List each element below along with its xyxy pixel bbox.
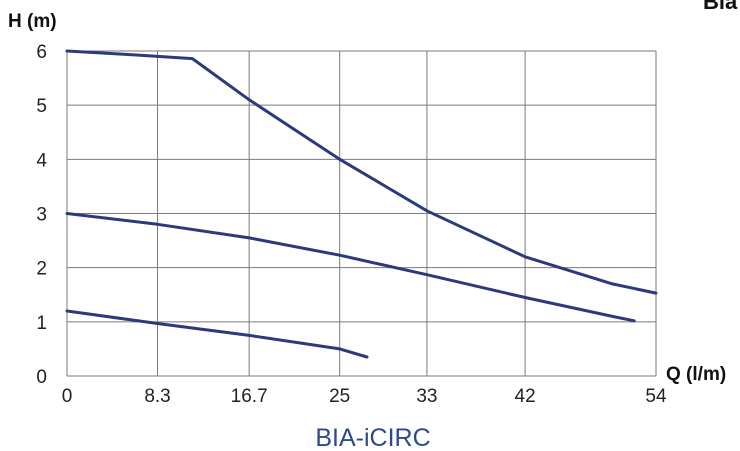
y-tick-label: 1: [36, 313, 47, 334]
x-tick-labels: 0 8.3 16.7 25 33 42 54: [62, 386, 667, 407]
x-tick-label: 33: [416, 386, 437, 407]
chart-caption: BIA-iCIRC: [315, 424, 430, 451]
y-tick-label: 4: [36, 150, 47, 171]
y-tick-label: 5: [36, 96, 47, 117]
y-tick-labels: 0 1 2 3 4 5 6: [36, 42, 47, 388]
grid: [66, 50, 657, 377]
x-tick-label: 16.7: [231, 386, 268, 407]
y-tick-label: 3: [36, 205, 47, 226]
y-tick-label: 0: [36, 367, 47, 388]
x-tick-label: 25: [329, 386, 350, 407]
x-axis-title: Q (l/m): [666, 364, 726, 385]
series-line-3: [65, 309, 369, 359]
x-tick-label: 8.3: [144, 386, 170, 407]
x-tick-label: 42: [515, 386, 536, 407]
x-tick-label: 0: [62, 386, 73, 407]
series-line-1: [65, 49, 658, 295]
x-tick-label: 54: [645, 386, 667, 407]
y-tick-label: 6: [36, 42, 47, 63]
y-axis-title: H (m): [8, 11, 57, 32]
series-line-2: [65, 212, 636, 323]
y-tick-label: 2: [36, 259, 47, 280]
series-group: [65, 49, 658, 359]
corner-label: Bia: [703, 0, 738, 14]
